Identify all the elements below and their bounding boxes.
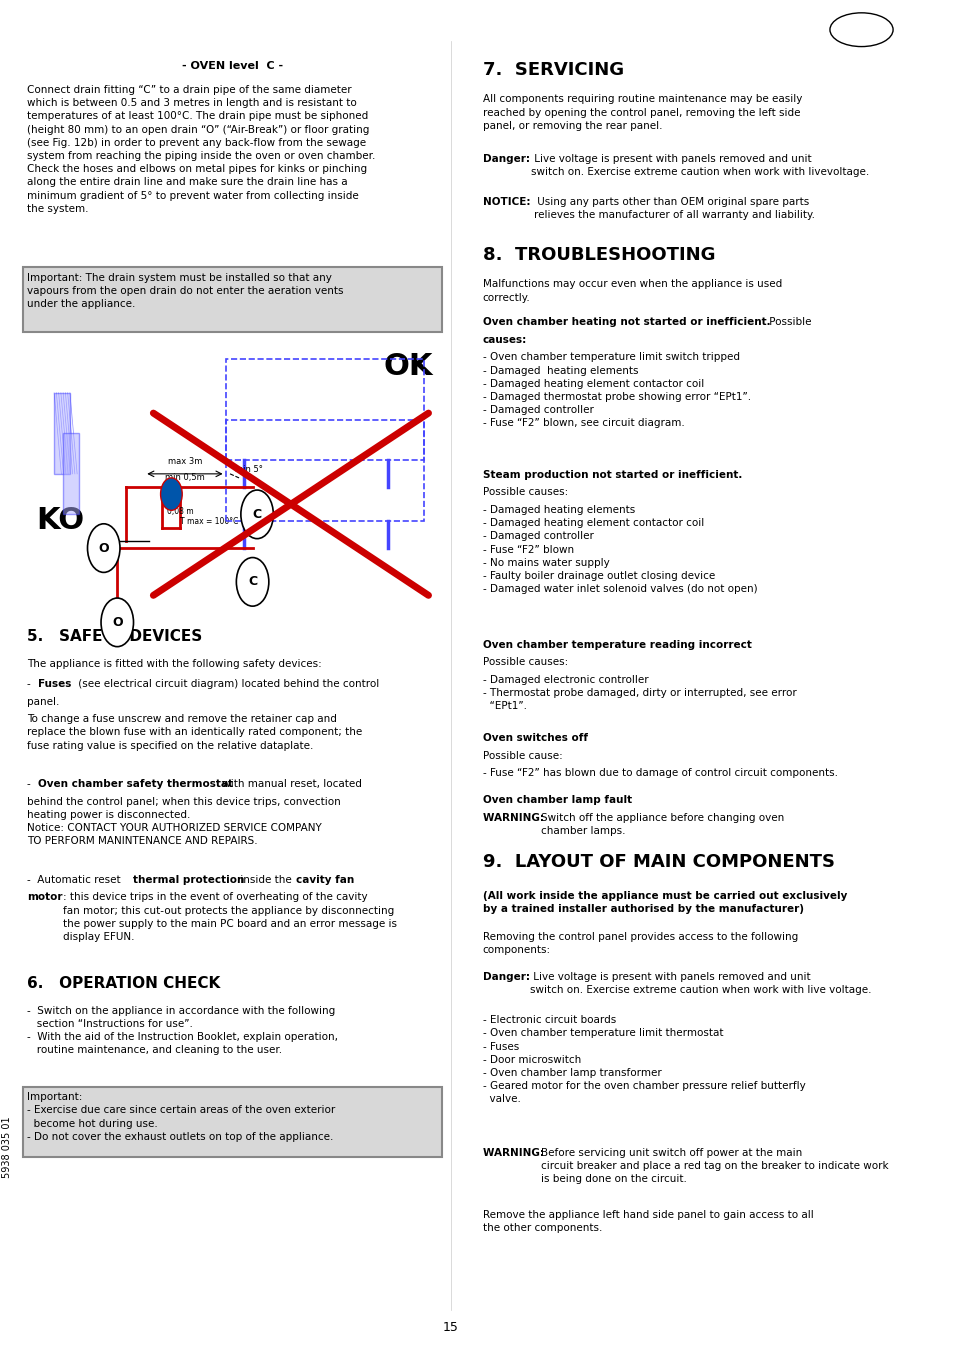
Text: Danger:: Danger: [482, 154, 533, 163]
Text: - Damaged electronic controller
- Thermostat probe damaged, dirty or interrupted: - Damaged electronic controller - Thermo… [482, 675, 796, 711]
Text: min 5°: min 5° [234, 466, 262, 474]
Text: USA: USA [851, 24, 871, 35]
Text: C: C [248, 575, 257, 589]
Text: behind the control panel; when this device trips, convection
heating power is di: behind the control panel; when this devi… [27, 796, 340, 846]
Text: Possible cause:: Possible cause: [482, 751, 561, 760]
Text: - Damaged heating elements
- Damaged heating element contactor coil
- Damaged co: - Damaged heating elements - Damaged hea… [482, 505, 757, 594]
Text: Possible causes:: Possible causes: [482, 657, 567, 667]
Text: Important:
- Exercise due care since certain areas of the oven exterior
  become: Important: - Exercise due care since cer… [27, 1092, 335, 1142]
Text: Live voltage is present with panels removed and unit
switch on. Exercise extreme: Live voltage is present with panels remo… [530, 972, 871, 995]
FancyBboxPatch shape [23, 267, 441, 332]
Text: NOTICE:: NOTICE: [482, 197, 533, 207]
Text: (see electrical circuit diagram) located behind the control: (see electrical circuit diagram) located… [74, 679, 378, 688]
Text: : this device trips in the event of overheating of the cavity
fan motor; this cu: : this device trips in the event of over… [63, 892, 396, 942]
Text: 0,08 m: 0,08 m [167, 508, 193, 516]
Text: 6.   OPERATION CHECK: 6. OPERATION CHECK [27, 976, 220, 991]
Text: -: - [27, 679, 34, 688]
Text: with manual reset, located: with manual reset, located [219, 779, 362, 788]
Text: - OVEN level  C -: - OVEN level C - [181, 61, 282, 70]
Text: 15: 15 [442, 1320, 458, 1334]
Text: C: C [253, 508, 261, 521]
Text: Oven chamber lamp fault: Oven chamber lamp fault [482, 795, 631, 805]
Text: cavity fan: cavity fan [295, 875, 354, 884]
Circle shape [160, 478, 182, 510]
Text: -  Switch on the appliance in accordance with the following
   section “Instruct: - Switch on the appliance in accordance … [27, 1006, 337, 1056]
FancyBboxPatch shape [23, 1087, 441, 1157]
Text: Oven switches off: Oven switches off [482, 733, 587, 743]
Text: O: O [98, 541, 109, 555]
Text: KO: KO [36, 506, 84, 535]
Circle shape [88, 524, 120, 572]
Text: Oven chamber heating not started or inefficient.: Oven chamber heating not started or inef… [482, 317, 769, 327]
Text: All components requiring routine maintenance may be easily
reached by opening th: All components requiring routine mainten… [482, 95, 801, 131]
Text: -: - [27, 779, 34, 788]
Text: Remove the appliance left hand side panel to gain access to all
the other compon: Remove the appliance left hand side pane… [482, 1210, 813, 1233]
Text: Danger:: Danger: [482, 972, 533, 981]
Text: thermal protection: thermal protection [132, 875, 244, 884]
Text: T max = 100°C: T max = 100°C [180, 517, 238, 525]
Text: 5.   SAFETY DEVICES: 5. SAFETY DEVICES [27, 629, 202, 644]
Text: Fuses: Fuses [38, 679, 71, 688]
Text: Connect drain fitting “C” to a drain pipe of the same diameter
which is between : Connect drain fitting “C” to a drain pip… [27, 85, 375, 213]
Text: min 0,5m: min 0,5m [165, 472, 205, 482]
Circle shape [240, 490, 274, 539]
Text: Switch off the appliance before changing oven
chamber lamps.: Switch off the appliance before changing… [540, 813, 783, 836]
Text: Using any parts other than OEM original spare parts
relieves the manufacturer of: Using any parts other than OEM original … [534, 197, 814, 220]
Text: Malfunctions may occur even when the appliance is used
correctly.: Malfunctions may occur even when the app… [482, 279, 781, 302]
Text: 7.  SERVICING: 7. SERVICING [482, 61, 623, 78]
Text: (All work inside the appliance must be carried out exclusively
by a trained inst: (All work inside the appliance must be c… [482, 891, 846, 914]
Text: O: O [112, 616, 122, 629]
Text: Oven chamber temperature reading incorrect: Oven chamber temperature reading incorre… [482, 640, 751, 649]
Text: causes:: causes: [482, 335, 526, 344]
Circle shape [236, 558, 269, 606]
Text: Important: The drain system must be installed so that any
vapours from the open : Important: The drain system must be inst… [27, 273, 343, 309]
Text: -  Automatic reset: - Automatic reset [27, 875, 124, 884]
Text: WARNING:: WARNING: [482, 1148, 547, 1157]
Text: - Electronic circuit boards
- Oven chamber temperature limit thermostat
- Fuses
: - Electronic circuit boards - Oven chamb… [482, 1015, 804, 1104]
Text: Oven chamber safety thermostat: Oven chamber safety thermostat [38, 779, 233, 788]
Text: Possible: Possible [765, 317, 811, 327]
Text: inside the: inside the [237, 875, 294, 884]
Text: max 3m: max 3m [168, 456, 202, 466]
Ellipse shape [829, 14, 892, 47]
Text: Possible causes:: Possible causes: [482, 487, 567, 497]
Text: WARNING:: WARNING: [482, 813, 547, 822]
Text: Steam production not started or inefficient.: Steam production not started or ineffici… [482, 470, 741, 479]
Text: - Oven chamber temperature limit switch tripped
- Damaged  heating elements
- Da: - Oven chamber temperature limit switch … [482, 352, 750, 428]
Text: 9.  LAYOUT OF MAIN COMPONENTS: 9. LAYOUT OF MAIN COMPONENTS [482, 853, 834, 871]
Text: To change a fuse unscrew and remove the retainer cap and
replace the blown fuse : To change a fuse unscrew and remove the … [27, 714, 362, 751]
Bar [54, 393, 71, 474]
Text: The appliance is fitted with the following safety devices:: The appliance is fitted with the followi… [27, 659, 321, 668]
Text: - Fuse “F2” has blown due to damage of control circuit components.: - Fuse “F2” has blown due to damage of c… [482, 768, 837, 778]
Text: 8.  TROUBLESHOOTING: 8. TROUBLESHOOTING [482, 246, 715, 263]
Bar [63, 433, 79, 514]
Text: 5938 035 01: 5938 035 01 [2, 1116, 12, 1179]
Text: panel.: panel. [27, 697, 59, 706]
Text: Before servicing unit switch off power at the main
circuit breaker and place a r: Before servicing unit switch off power a… [540, 1148, 888, 1184]
Text: Removing the control panel provides access to the following
components:: Removing the control panel provides acce… [482, 931, 797, 954]
Circle shape [101, 598, 133, 647]
Text: OK: OK [383, 352, 433, 381]
Text: motor: motor [27, 892, 63, 902]
Text: Live voltage is present with panels removed and unit
switch on. Exercise extreme: Live voltage is present with panels remo… [531, 154, 869, 177]
